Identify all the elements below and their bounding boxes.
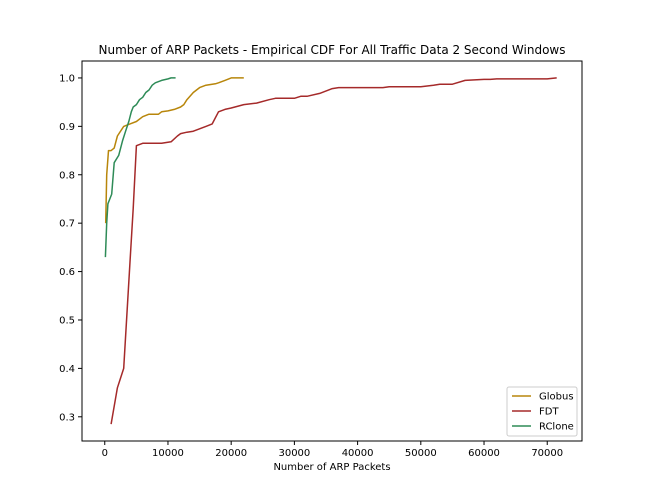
y-tick-label: 0.7: [59, 219, 75, 230]
y-tick-label: 0.6: [59, 267, 75, 278]
x-axis-label: Number of ARP Packets: [273, 462, 390, 473]
y-tick-label: 0.4: [59, 364, 75, 375]
x-tick-label: 40000: [342, 448, 374, 459]
x-axis: 0 10000 20000 30000 40000 50000 60000 70000: [102, 441, 563, 459]
legend-label-rclone: RClone: [539, 422, 574, 433]
y-tick-label: 1.0: [59, 73, 75, 84]
x-tick-label: 70000: [531, 448, 563, 459]
y-axis: 0.3 0.4 0.5 0.6 0.7 0.8 0.9 1.0: [59, 73, 82, 423]
x-tick-label: 0: [102, 448, 108, 459]
y-tick-label: 0.8: [59, 170, 75, 181]
x-tick-label: 50000: [405, 448, 437, 459]
x-tick-label: 30000: [278, 448, 310, 459]
y-tick-label: 0.5: [59, 315, 75, 326]
y-tick-label: 0.3: [59, 412, 75, 423]
series-line-fdt: [110, 77, 557, 425]
series-layer: [104, 77, 557, 425]
chart-title: Number of ARP Packets - Empirical CDF Fo…: [99, 43, 566, 57]
plot-frame: [81, 60, 583, 442]
x-tick-label: 10000: [152, 448, 184, 459]
series-line-globus: [104, 77, 244, 224]
y-tick-label: 0.9: [59, 122, 75, 133]
legend: Globus FDT RClone: [506, 386, 578, 437]
legend-label-globus: Globus: [539, 392, 574, 403]
x-tick-label: 60000: [468, 448, 500, 459]
legend-box: [506, 386, 578, 437]
series-line-rclone: [104, 77, 176, 258]
x-tick-label: 20000: [215, 448, 247, 459]
legend-label-fdt: FDT: [539, 407, 559, 418]
